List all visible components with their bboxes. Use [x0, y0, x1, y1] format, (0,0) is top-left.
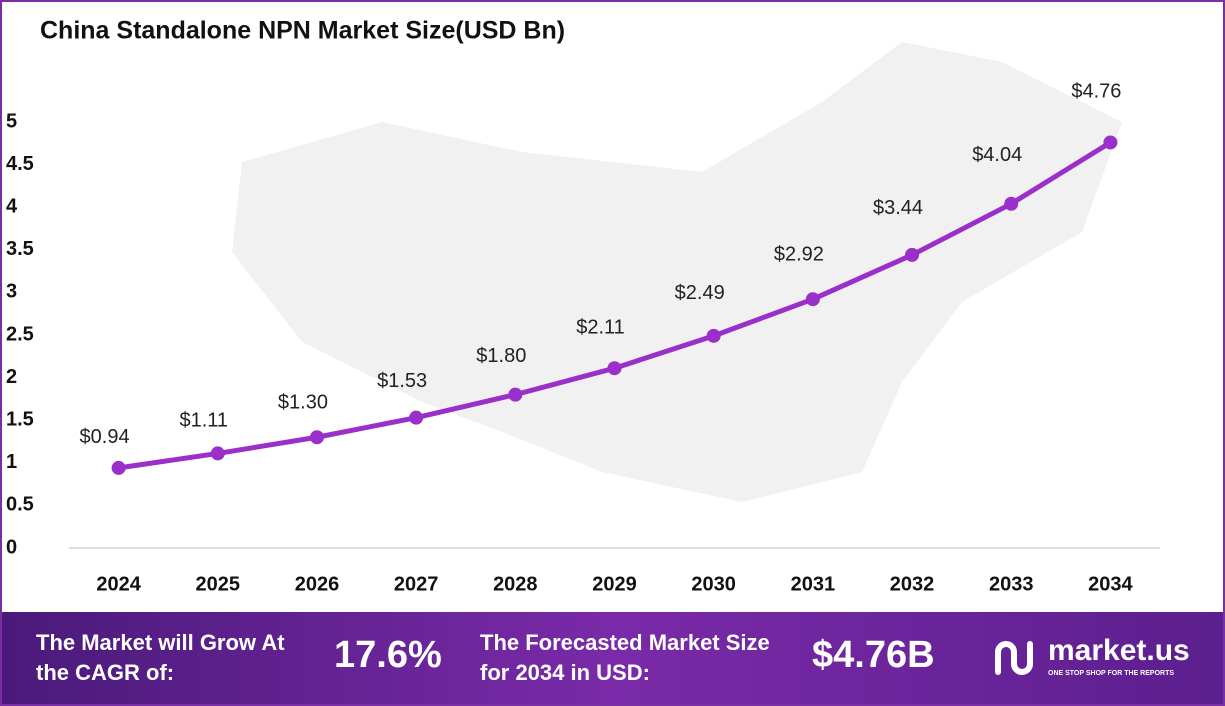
x-tick-label: 2028 [493, 573, 538, 595]
point [706, 328, 721, 343]
y-tick-label: 3.5 [6, 238, 34, 260]
y-tick-label: 5 [6, 110, 17, 132]
x-tick-label: 2032 [890, 573, 935, 595]
brand-tagline: ONE STOP SHOP FOR THE REPORTS [1048, 670, 1175, 677]
x-tick-label: 2030 [691, 573, 736, 595]
data-label: $1.80 [476, 345, 526, 367]
x-tick-label: 2029 [592, 573, 637, 595]
point [508, 387, 523, 402]
x-tick-label: 2033 [989, 573, 1034, 595]
y-tick-label: 2.5 [6, 323, 34, 345]
y-tick-label: 3 [6, 281, 17, 303]
y-tick-label: 1.5 [6, 408, 34, 430]
point [111, 460, 126, 475]
data-label: $4.04 [972, 144, 1022, 166]
point [409, 410, 424, 425]
point [309, 430, 324, 445]
data-label: $4.76 [1071, 81, 1121, 103]
y-tick-label: 0 [6, 536, 17, 558]
point [1004, 196, 1019, 211]
data-label: $2.92 [774, 243, 824, 265]
data-label: $2.49 [675, 282, 725, 304]
x-tick-label: 2027 [394, 573, 439, 595]
y-tick-label: 2 [6, 366, 17, 388]
brand-logo [995, 641, 1033, 675]
map-background [232, 42, 1122, 502]
footer-banner: The Market will Grow At the CAGR of: 17.… [2, 612, 1223, 704]
chart: China Standalone NPN Market Size(USD Bn)… [6, 17, 1160, 595]
data-label: $1.11 [179, 410, 228, 432]
y-tick-label: 1 [6, 451, 17, 473]
cagr-text: The Market will Grow At the CAGR of: [36, 630, 285, 685]
data-label: $2.11 [576, 317, 625, 339]
data-label: $0.94 [80, 426, 130, 448]
y-tick-label: 4.5 [6, 153, 34, 175]
y-tick-label: 4 [6, 195, 18, 217]
data-label: $3.44 [873, 197, 923, 219]
cagr-value: 17.6% [334, 634, 442, 676]
x-tick-label: 2024 [96, 573, 141, 595]
forecast-text: The Forecasted Market Size for 2034 in U… [480, 630, 770, 685]
brand-name: market.us [1048, 634, 1190, 667]
point [805, 292, 820, 307]
point [1103, 135, 1118, 150]
point [607, 361, 622, 376]
x-tick-label: 2025 [196, 573, 241, 595]
x-tick-label: 2034 [1088, 573, 1133, 595]
x-tick-label: 2026 [295, 573, 340, 595]
forecast-value: $4.76B [812, 634, 935, 676]
y-tick-label: 0.5 [6, 494, 34, 516]
point [905, 247, 920, 262]
data-label: $1.53 [377, 370, 427, 392]
data-label: $1.30 [278, 392, 328, 414]
point [210, 446, 225, 461]
x-tick-label: 2031 [791, 573, 836, 595]
chart-title: China Standalone NPN Market Size(USD Bn) [40, 17, 565, 45]
